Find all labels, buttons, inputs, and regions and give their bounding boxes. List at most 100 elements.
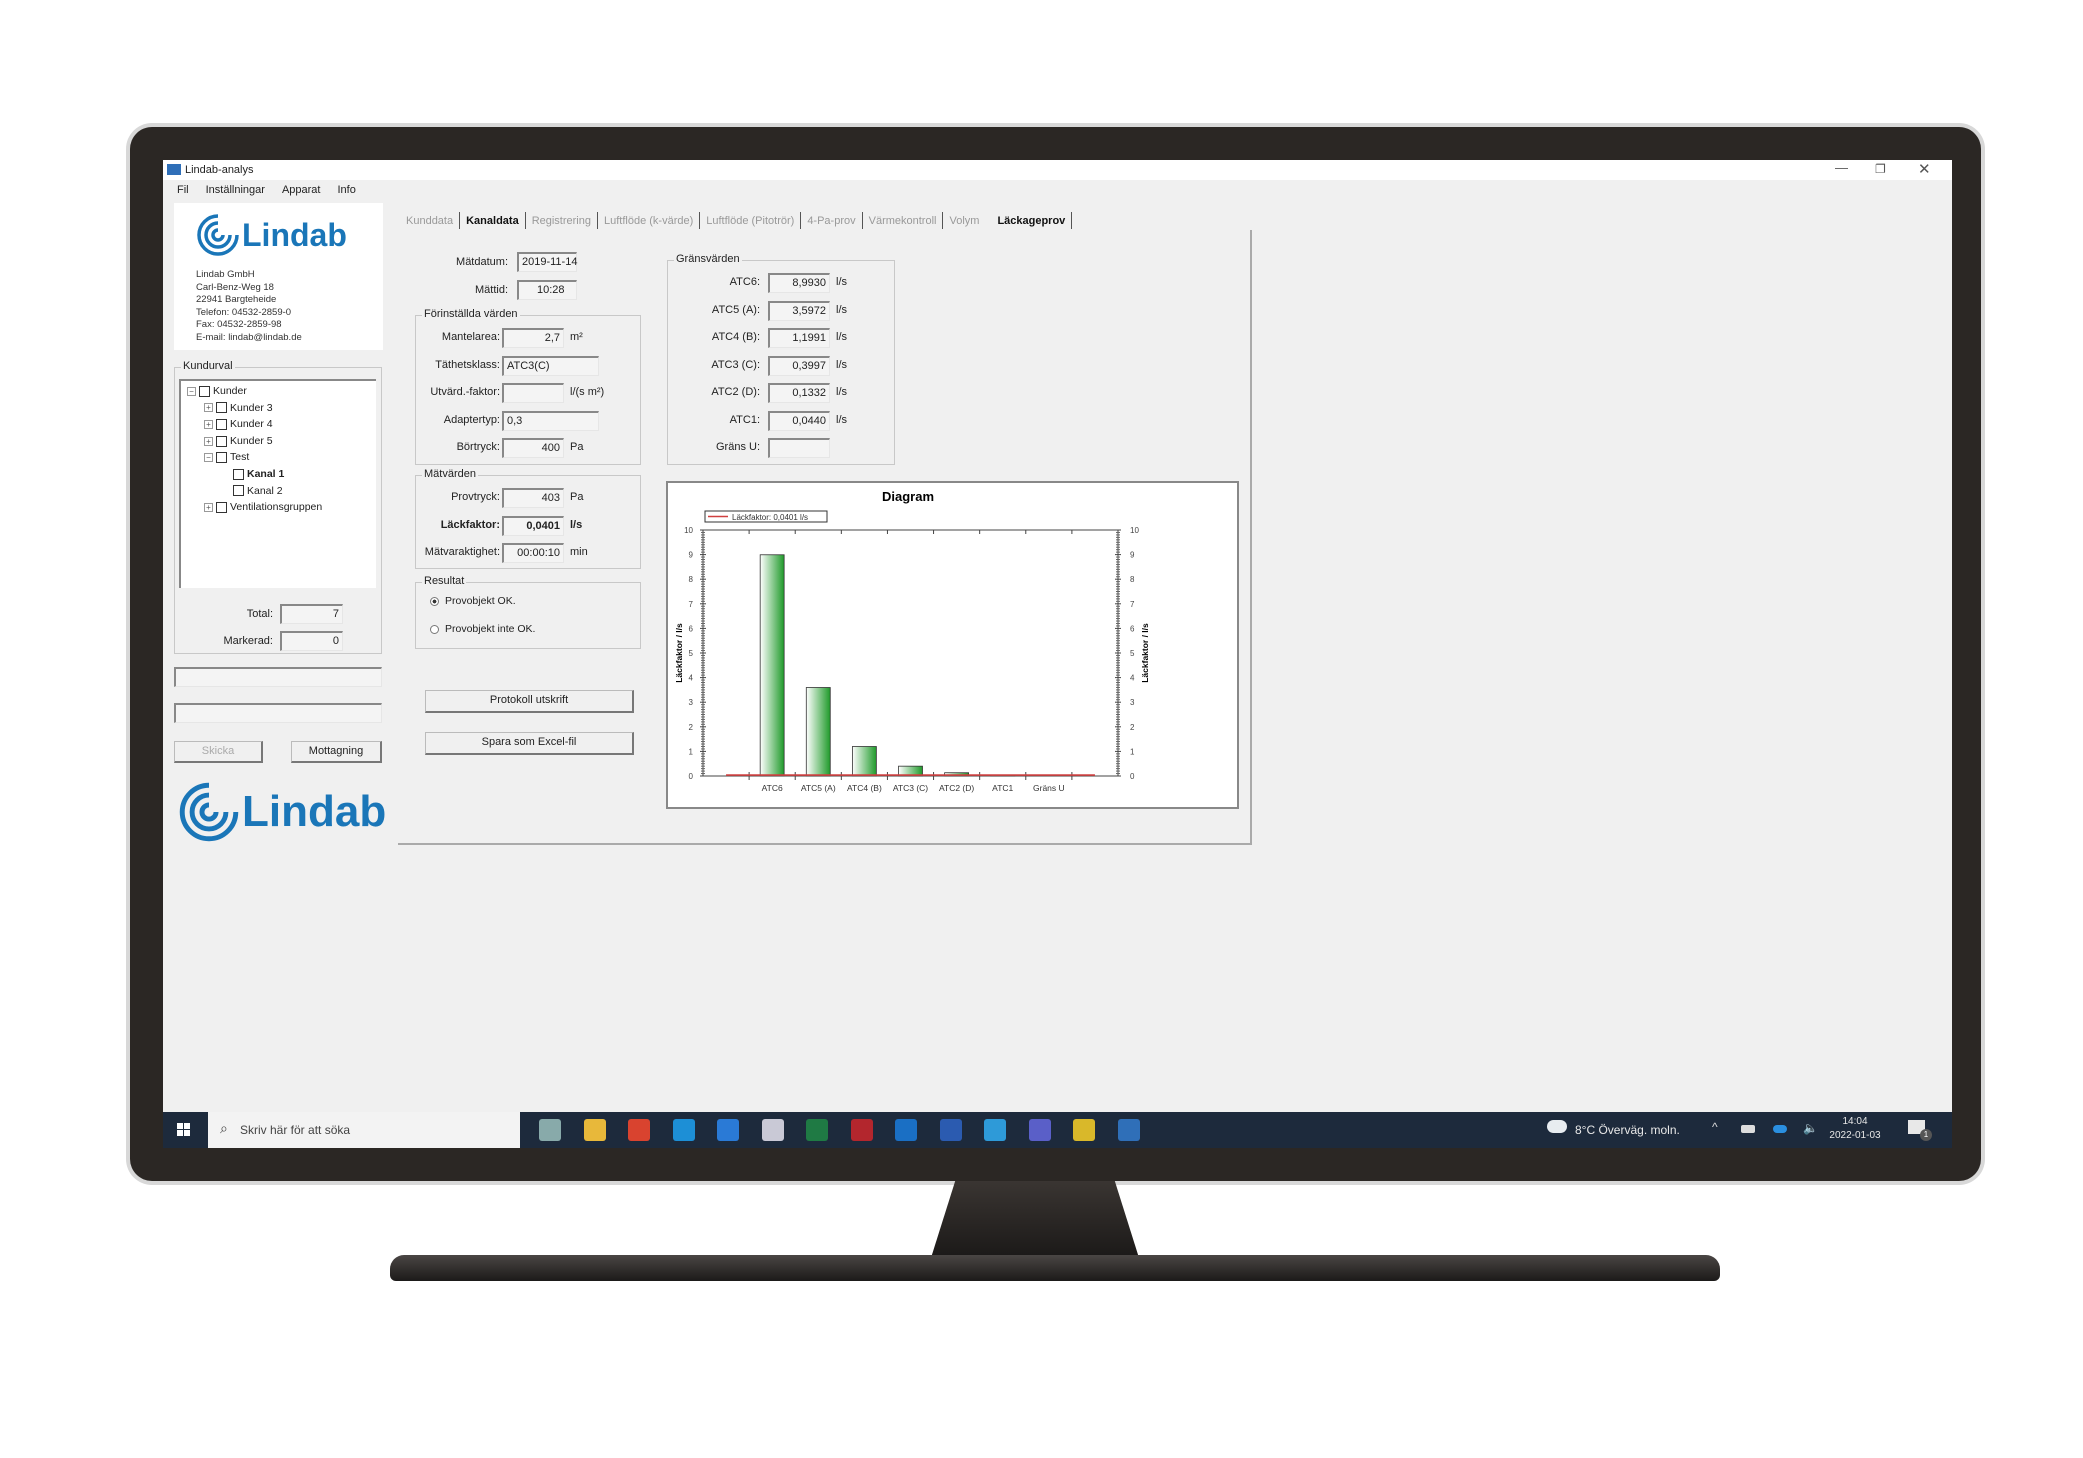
tree-item[interactable]: Kanal 1 <box>221 468 284 480</box>
clock[interactable]: 14:04 2022-01-03 <box>1826 1115 1884 1143</box>
tree-checkbox[interactable] <box>216 402 227 414</box>
word-icon[interactable] <box>939 1119 962 1141</box>
tree-checkbox[interactable] <box>233 485 244 497</box>
teams-icon[interactable] <box>1028 1119 1051 1141</box>
y-tick-label: 4 <box>689 674 694 683</box>
menu-installningar[interactable]: Inställningar <box>205 184 265 196</box>
tab-luftflöde-pitotrör-[interactable]: Luftflöde (Pitotrör) <box>706 214 795 227</box>
tab-kanaldata[interactable]: Kanaldata <box>466 214 519 227</box>
unit-label: l/s <box>836 358 847 371</box>
edge-icon[interactable] <box>672 1119 695 1141</box>
matdatum-field: 2019-11-14 <box>517 252 577 272</box>
outlook-icon[interactable] <box>895 1119 917 1141</box>
tree-checkbox[interactable] <box>216 435 227 447</box>
tree-item-label: Test <box>230 451 250 464</box>
tab-läckageprov[interactable]: Läckageprov <box>997 214 1066 227</box>
menu-fil[interactable]: Fil <box>177 184 189 196</box>
value-field: 0,1332 <box>768 383 830 403</box>
y-tick-label-right: 2 <box>1130 723 1135 732</box>
field-label: Adaptertyp: <box>443 413 500 426</box>
y-tick-label: 8 <box>689 575 694 584</box>
tree-item[interactable]: + Kunder 3 <box>204 402 273 414</box>
app-yellow-icon[interactable] <box>1073 1119 1095 1141</box>
radio-checked[interactable] <box>430 596 439 606</box>
access-icon[interactable] <box>850 1119 873 1141</box>
kundurval-group: Kundurval − Kunder + Kunder 3 + Kunder 4 + Kund… <box>174 360 382 654</box>
field-label: Läckfaktor: <box>440 518 500 531</box>
x-tick-label: ATC3 (C) <box>893 783 928 793</box>
chevron-up-icon[interactable]: ^ <box>1712 1120 1718 1134</box>
expand-icon[interactable]: + <box>204 403 213 413</box>
menu-apparat[interactable]: Apparat <box>281 184 321 196</box>
minimize-button[interactable]: — <box>1835 160 1848 175</box>
protokoll-utskrift-button[interactable]: Protokoll utskrift <box>425 690 634 713</box>
tab-värmekontroll[interactable]: Värmekontroll <box>868 214 937 227</box>
tree-item-label: Kunder <box>213 385 247 397</box>
y-tick-label: 6 <box>689 624 694 633</box>
mattid-field: 10:28 <box>517 280 577 300</box>
expand-icon[interactable]: + <box>204 419 213 429</box>
volume-icon[interactable]: 🔈 <box>1803 1121 1818 1135</box>
weather-text[interactable]: 8°C Överväg. moln. <box>1575 1123 1680 1137</box>
tree-checkbox[interactable] <box>233 468 244 480</box>
onedrive-icon[interactable] <box>1773 1125 1787 1133</box>
unit-label: l/s <box>836 276 847 288</box>
window-title: Lindab-analys <box>185 164 254 176</box>
field-label: Mantelarea: <box>441 331 500 343</box>
collapse-icon[interactable]: − <box>187 386 196 396</box>
close-button[interactable]: ✕ <box>1918 161 1931 178</box>
internet-explorer-icon[interactable] <box>717 1119 739 1141</box>
tab-kunddata[interactable]: Kunddata <box>406 214 454 227</box>
collapse-icon[interactable]: − <box>204 453 213 463</box>
mottagning-button[interactable]: Mottagning <box>291 741 382 763</box>
tree-item[interactable]: + Kunder 5 <box>204 435 273 447</box>
network-icon[interactable] <box>1741 1125 1755 1133</box>
bar-atc5-a- <box>805 687 831 777</box>
app-blue-icon[interactable] <box>984 1119 1006 1141</box>
mattid-label: Mättid: <box>474 284 508 296</box>
address-line: Fax: 04532-2859-98 <box>196 319 282 330</box>
search-box[interactable]: ⌕ Skriv här för att söka <box>208 1112 520 1148</box>
start-button[interactable] <box>163 1112 208 1148</box>
tab-4-pa-prov[interactable]: 4-Pa-prov <box>807 214 856 227</box>
tree-item-label: Kanal 2 <box>247 484 283 497</box>
y-tick-label-right: 7 <box>1130 600 1135 609</box>
file-explorer-icon[interactable] <box>583 1119 606 1141</box>
tree-item[interactable]: + Ventilationsgruppen <box>204 501 322 513</box>
expand-icon[interactable]: + <box>204 502 213 512</box>
app-generic-icon[interactable] <box>761 1119 784 1141</box>
group-title: Förinställda värden <box>422 308 520 320</box>
tab-registrering[interactable]: Registrering <box>531 214 591 227</box>
field-label: Mätvaraktighet: <box>424 546 500 558</box>
customer-tree[interactable]: − Kunder + Kunder 3 + Kunder 4 + Kunder 5 − Test K… <box>179 379 376 588</box>
tree-checkbox[interactable] <box>199 385 210 397</box>
restore-button[interactable]: ❐ <box>1875 162 1886 176</box>
tree-item[interactable]: Kanal 2 <box>221 485 283 497</box>
skicka-button[interactable]: Skicka <box>174 741 263 763</box>
tab-separator <box>597 212 598 229</box>
radio-option[interactable]: Provobjekt inte OK. <box>430 623 535 635</box>
tree-checkbox[interactable] <box>216 418 227 430</box>
total-label: Total: <box>246 608 273 620</box>
radio-unchecked[interactable] <box>430 624 439 634</box>
task-view-icon[interactable] <box>539 1119 561 1141</box>
tree-item[interactable]: + Kunder 4 <box>204 418 273 430</box>
address-line: Telefon: 04532-2859-0 <box>196 306 292 318</box>
expand-icon[interactable]: + <box>204 436 213 446</box>
radio-option[interactable]: Provobjekt OK. <box>430 595 516 607</box>
tree-item[interactable]: − Kunder <box>187 385 247 397</box>
y-tick-label: 0 <box>689 772 694 781</box>
lindab-analys-icon[interactable] <box>1117 1119 1140 1141</box>
x-tick-label: ATC5 (A) <box>801 783 836 793</box>
tab-volym[interactable]: Volym <box>949 214 980 227</box>
diagram-chart: Diagram 0 0 1 1 2 2 3 3 4 4 5 5 6 6 7 7 8 8 9 9 10 10 ATC6 ATC5 … <box>666 481 1239 809</box>
tab-luftflöde-k-värde-[interactable]: Luftflöde (k-värde) <box>604 214 694 227</box>
menu-info[interactable]: Info <box>337 184 356 196</box>
tree-item[interactable]: − Test <box>204 451 249 463</box>
tree-checkbox[interactable] <box>216 452 227 464</box>
legend-label: Läckfaktor: 0,0401 l/s <box>732 513 808 522</box>
tree-checkbox[interactable] <box>216 501 227 513</box>
spara-excel-button[interactable]: Spara som Excel-fil <box>425 732 634 755</box>
chrome-icon[interactable] <box>628 1119 650 1141</box>
excel-icon[interactable] <box>806 1119 828 1141</box>
